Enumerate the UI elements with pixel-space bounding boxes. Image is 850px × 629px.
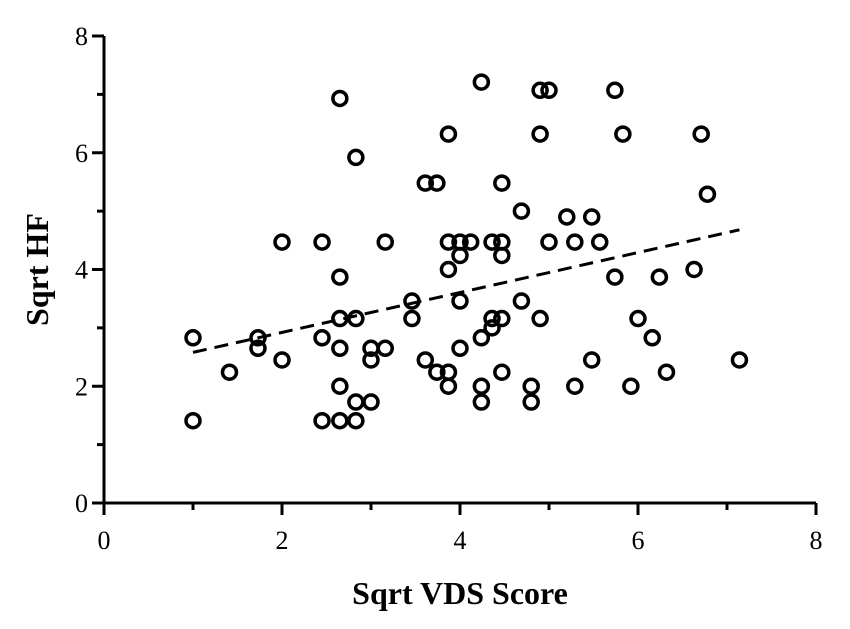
data-point <box>685 260 703 279</box>
data-point <box>273 233 291 251</box>
data-point <box>512 202 531 220</box>
data-point <box>313 329 331 347</box>
data-point <box>249 329 267 347</box>
data-point <box>439 260 458 279</box>
data-point <box>376 233 394 251</box>
data-point <box>692 125 710 143</box>
data-point <box>540 81 558 100</box>
data-point <box>347 309 365 328</box>
data-point <box>313 411 331 430</box>
data-point <box>540 233 558 251</box>
y-tick-label: 4 <box>75 256 88 285</box>
data-point <box>472 329 491 347</box>
data-point <box>273 351 291 369</box>
data-point <box>629 309 647 328</box>
data-point <box>483 233 501 251</box>
data-point <box>451 246 469 265</box>
y-tick-label: 0 <box>75 489 88 518</box>
data-point <box>531 309 549 328</box>
data-point <box>582 208 601 226</box>
x-axis-title: Sqrt VDS Score <box>352 575 568 611</box>
data-point <box>451 292 469 310</box>
data-point <box>472 377 491 395</box>
data-point <box>512 292 531 310</box>
data-point <box>698 185 717 203</box>
data-point <box>657 363 676 381</box>
data-point <box>643 329 661 347</box>
data-point <box>590 233 609 251</box>
data-point <box>461 233 480 251</box>
data-point <box>650 268 669 286</box>
data-point <box>331 411 349 430</box>
data-point <box>493 309 511 328</box>
data-point <box>362 351 380 369</box>
data-point <box>428 363 446 381</box>
data-point <box>606 81 624 100</box>
x-axis-ticks: 0 2 4 6 8 <box>98 503 823 555</box>
data-point <box>313 233 331 251</box>
data-point <box>347 393 365 411</box>
x-tick-label: 4 <box>454 526 467 555</box>
data-point <box>606 268 624 286</box>
data-point <box>522 377 540 395</box>
axes: 0 2 4 6 8 0 2 4 6 8 <box>75 22 823 555</box>
data-point <box>220 363 239 381</box>
data-point <box>730 351 749 369</box>
data-point <box>376 339 394 358</box>
data-point <box>331 377 349 395</box>
data-point <box>472 393 491 411</box>
data-point <box>249 339 267 358</box>
data-point <box>439 233 458 251</box>
data-point <box>403 309 421 328</box>
data-point <box>493 174 511 192</box>
data-point <box>416 351 435 369</box>
data-point <box>184 411 202 430</box>
data-point <box>531 81 549 100</box>
data-point <box>331 89 349 108</box>
data-point <box>493 363 511 381</box>
data-point <box>428 174 446 192</box>
data-point <box>531 125 549 143</box>
x-tick-label: 8 <box>810 526 823 555</box>
trend-line <box>192 228 740 354</box>
y-tick-label: 6 <box>75 139 88 168</box>
y-axis-title: Sqrt HF <box>19 213 55 326</box>
data-point <box>483 309 501 328</box>
x-tick-label: 0 <box>98 526 111 555</box>
data-point <box>347 411 365 430</box>
data-point <box>331 268 349 286</box>
data-point <box>416 174 435 192</box>
y-axis-ticks: 0 2 4 6 8 <box>75 22 104 518</box>
data-point <box>439 125 458 143</box>
data-point <box>558 208 576 226</box>
data-point <box>566 233 584 251</box>
data-point <box>522 393 540 411</box>
data-point <box>184 329 202 347</box>
data-point <box>472 73 491 91</box>
data-point <box>493 246 511 265</box>
data-point <box>622 377 640 395</box>
y-tick-label: 2 <box>75 372 88 401</box>
data-point <box>566 377 584 395</box>
data-points <box>184 73 749 430</box>
data-point <box>347 148 365 167</box>
data-point <box>331 339 349 358</box>
data-point <box>451 339 469 358</box>
data-point <box>362 393 380 411</box>
data-point <box>483 319 501 337</box>
data-point <box>439 377 458 395</box>
data-point <box>582 351 601 369</box>
x-tick-label: 2 <box>276 526 289 555</box>
data-point <box>614 125 632 143</box>
x-tick-label: 6 <box>632 526 645 555</box>
y-tick-label: 8 <box>75 22 88 51</box>
